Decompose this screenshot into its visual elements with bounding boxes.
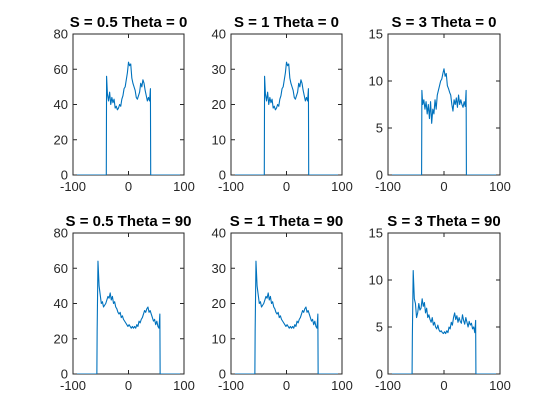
series-line-1 xyxy=(73,61,184,175)
y-tick-label: 40 xyxy=(212,27,226,42)
axes-box xyxy=(387,232,501,375)
axes-box xyxy=(230,33,343,176)
y-tick-label: 30 xyxy=(212,261,226,276)
y-tick-label: 40 xyxy=(54,97,68,112)
y-tick-label: 5 xyxy=(376,320,383,335)
subplot-title: S = 1 Theta = 0 xyxy=(234,14,339,31)
y-tick-label: 15 xyxy=(369,226,383,241)
y-tick-label: 5 xyxy=(376,121,383,136)
subplot-title: S = 0.5 Theta = 0 xyxy=(70,14,188,31)
y-tick-label: 40 xyxy=(212,226,226,241)
x-tick-label: 100 xyxy=(173,179,195,194)
series-line-1 xyxy=(231,61,342,175)
axes-box xyxy=(230,232,343,375)
series-line-1 xyxy=(231,260,342,374)
y-tick-label: 0 xyxy=(61,367,68,382)
x-tick-label: 100 xyxy=(331,378,353,393)
x-tick-label: 100 xyxy=(331,179,353,194)
y-tick-label: 30 xyxy=(212,62,226,77)
x-tick-label: 0 xyxy=(125,179,132,194)
y-tick-label: 60 xyxy=(54,62,68,77)
y-tick-label: 10 xyxy=(212,331,226,346)
x-tick-label: 0 xyxy=(125,378,132,393)
x-tick-label: 0 xyxy=(440,179,447,194)
axes-box xyxy=(72,33,185,176)
x-tick-label: 0 xyxy=(283,378,290,393)
x-tick-label: -100 xyxy=(218,378,244,393)
series-line-1 xyxy=(388,270,500,374)
subplot-title: S = 0.5 Theta = 90 xyxy=(66,213,192,230)
y-tick-label: 10 xyxy=(369,273,383,288)
y-tick-label: 0 xyxy=(376,367,383,382)
y-tick-label: 15 xyxy=(369,27,383,42)
y-tick-label: 80 xyxy=(54,27,68,42)
subplot-title: S = 3 Theta = 0 xyxy=(391,14,496,31)
x-tick-label: -100 xyxy=(375,179,401,194)
axes-box xyxy=(387,33,501,176)
x-tick-label: 100 xyxy=(489,378,511,393)
y-tick-label: 0 xyxy=(219,367,226,382)
x-tick-label: -100 xyxy=(218,179,244,194)
x-tick-label: -100 xyxy=(375,378,401,393)
y-tick-label: 20 xyxy=(212,97,226,112)
x-tick-label: 100 xyxy=(173,378,195,393)
y-tick-label: 20 xyxy=(212,296,226,311)
x-tick-label: -100 xyxy=(60,179,86,194)
y-tick-label: 0 xyxy=(376,168,383,183)
y-tick-label: 10 xyxy=(212,132,226,147)
y-tick-label: 40 xyxy=(54,296,68,311)
y-tick-label: 20 xyxy=(54,331,68,346)
y-tick-label: 0 xyxy=(219,168,226,183)
x-tick-label: 0 xyxy=(283,179,290,194)
x-tick-label: -100 xyxy=(60,378,86,393)
y-tick-label: 60 xyxy=(54,261,68,276)
y-tick-label: 80 xyxy=(54,226,68,241)
x-tick-label: 0 xyxy=(440,378,447,393)
subplot-title: S = 3 Theta = 90 xyxy=(387,213,500,230)
y-tick-label: 0 xyxy=(61,168,68,183)
y-tick-label: 20 xyxy=(54,132,68,147)
subplot-title: S = 1 Theta = 90 xyxy=(230,213,343,230)
series-line-1 xyxy=(388,68,500,175)
series-line-1 xyxy=(73,260,184,374)
y-tick-label: 10 xyxy=(369,74,383,89)
x-tick-label: 100 xyxy=(489,179,511,194)
axes-box xyxy=(72,232,185,375)
